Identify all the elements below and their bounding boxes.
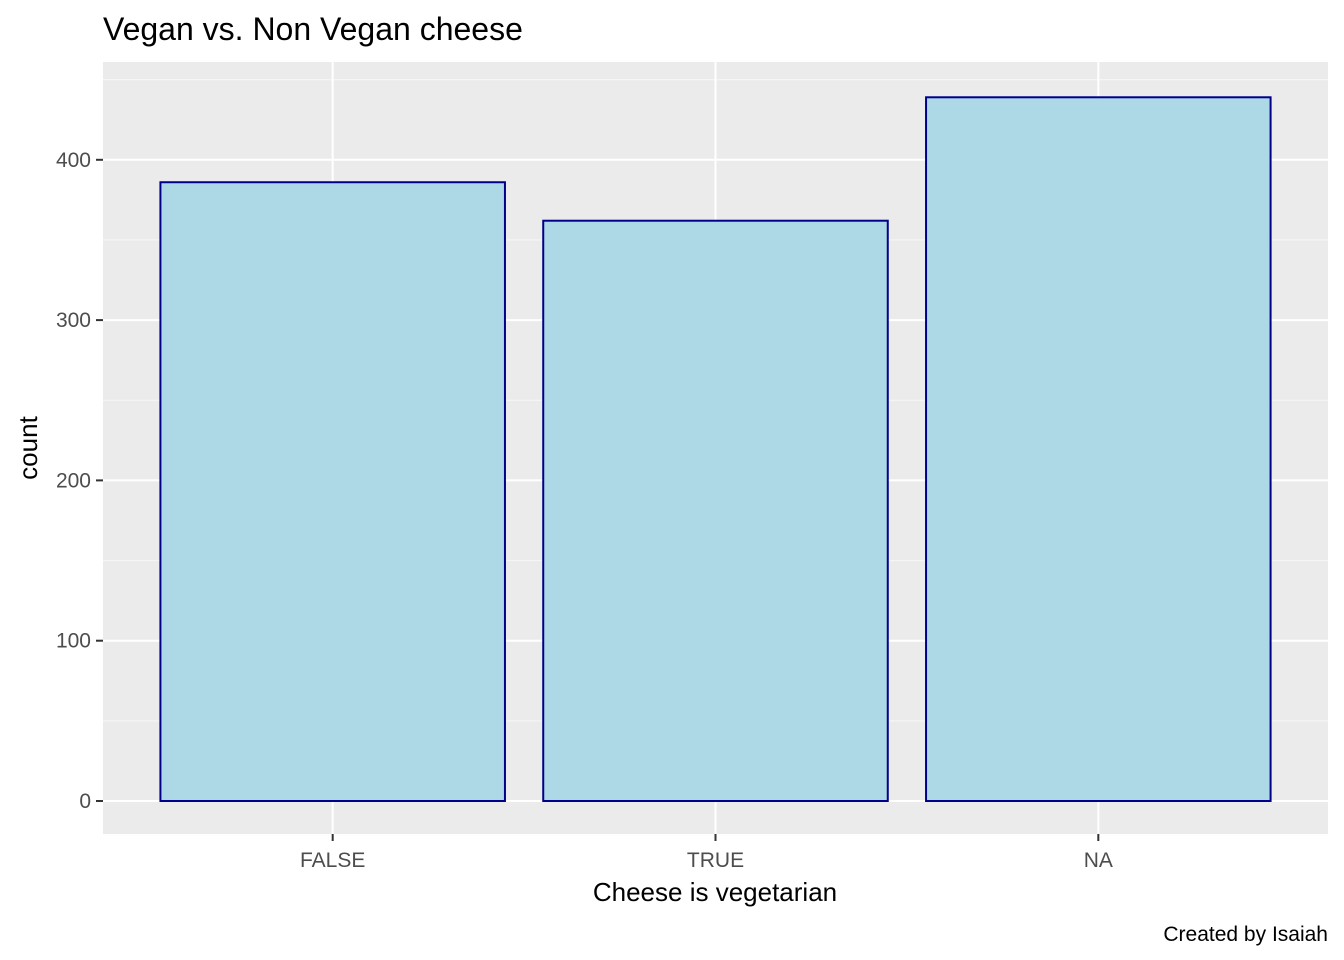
x-axis-title: Cheese is vegetarian <box>593 877 837 907</box>
bar-true <box>542 219 889 803</box>
x-tick-label: FALSE <box>300 849 365 872</box>
caption: Created by Isaiah <box>1163 923 1328 946</box>
bars <box>159 96 1272 803</box>
x-tick-label: TRUE <box>687 849 744 872</box>
chart-title: Vegan vs. Non Vegan cheese <box>103 11 523 47</box>
y-tick-label: 100 <box>56 630 91 653</box>
y-tick-label: 0 <box>79 790 91 813</box>
bar-false <box>159 181 506 802</box>
x-tick-label: NA <box>1084 849 1113 872</box>
bar-na <box>925 96 1272 802</box>
x-axis: FALSE TRUE NA <box>300 834 1113 872</box>
y-tick-label: 300 <box>56 309 91 332</box>
y-axis-title: count <box>13 415 43 479</box>
y-tick-label: 400 <box>56 149 91 172</box>
y-axis: 0 100 200 300 400 <box>56 149 103 813</box>
y-tick-label: 200 <box>56 469 91 492</box>
